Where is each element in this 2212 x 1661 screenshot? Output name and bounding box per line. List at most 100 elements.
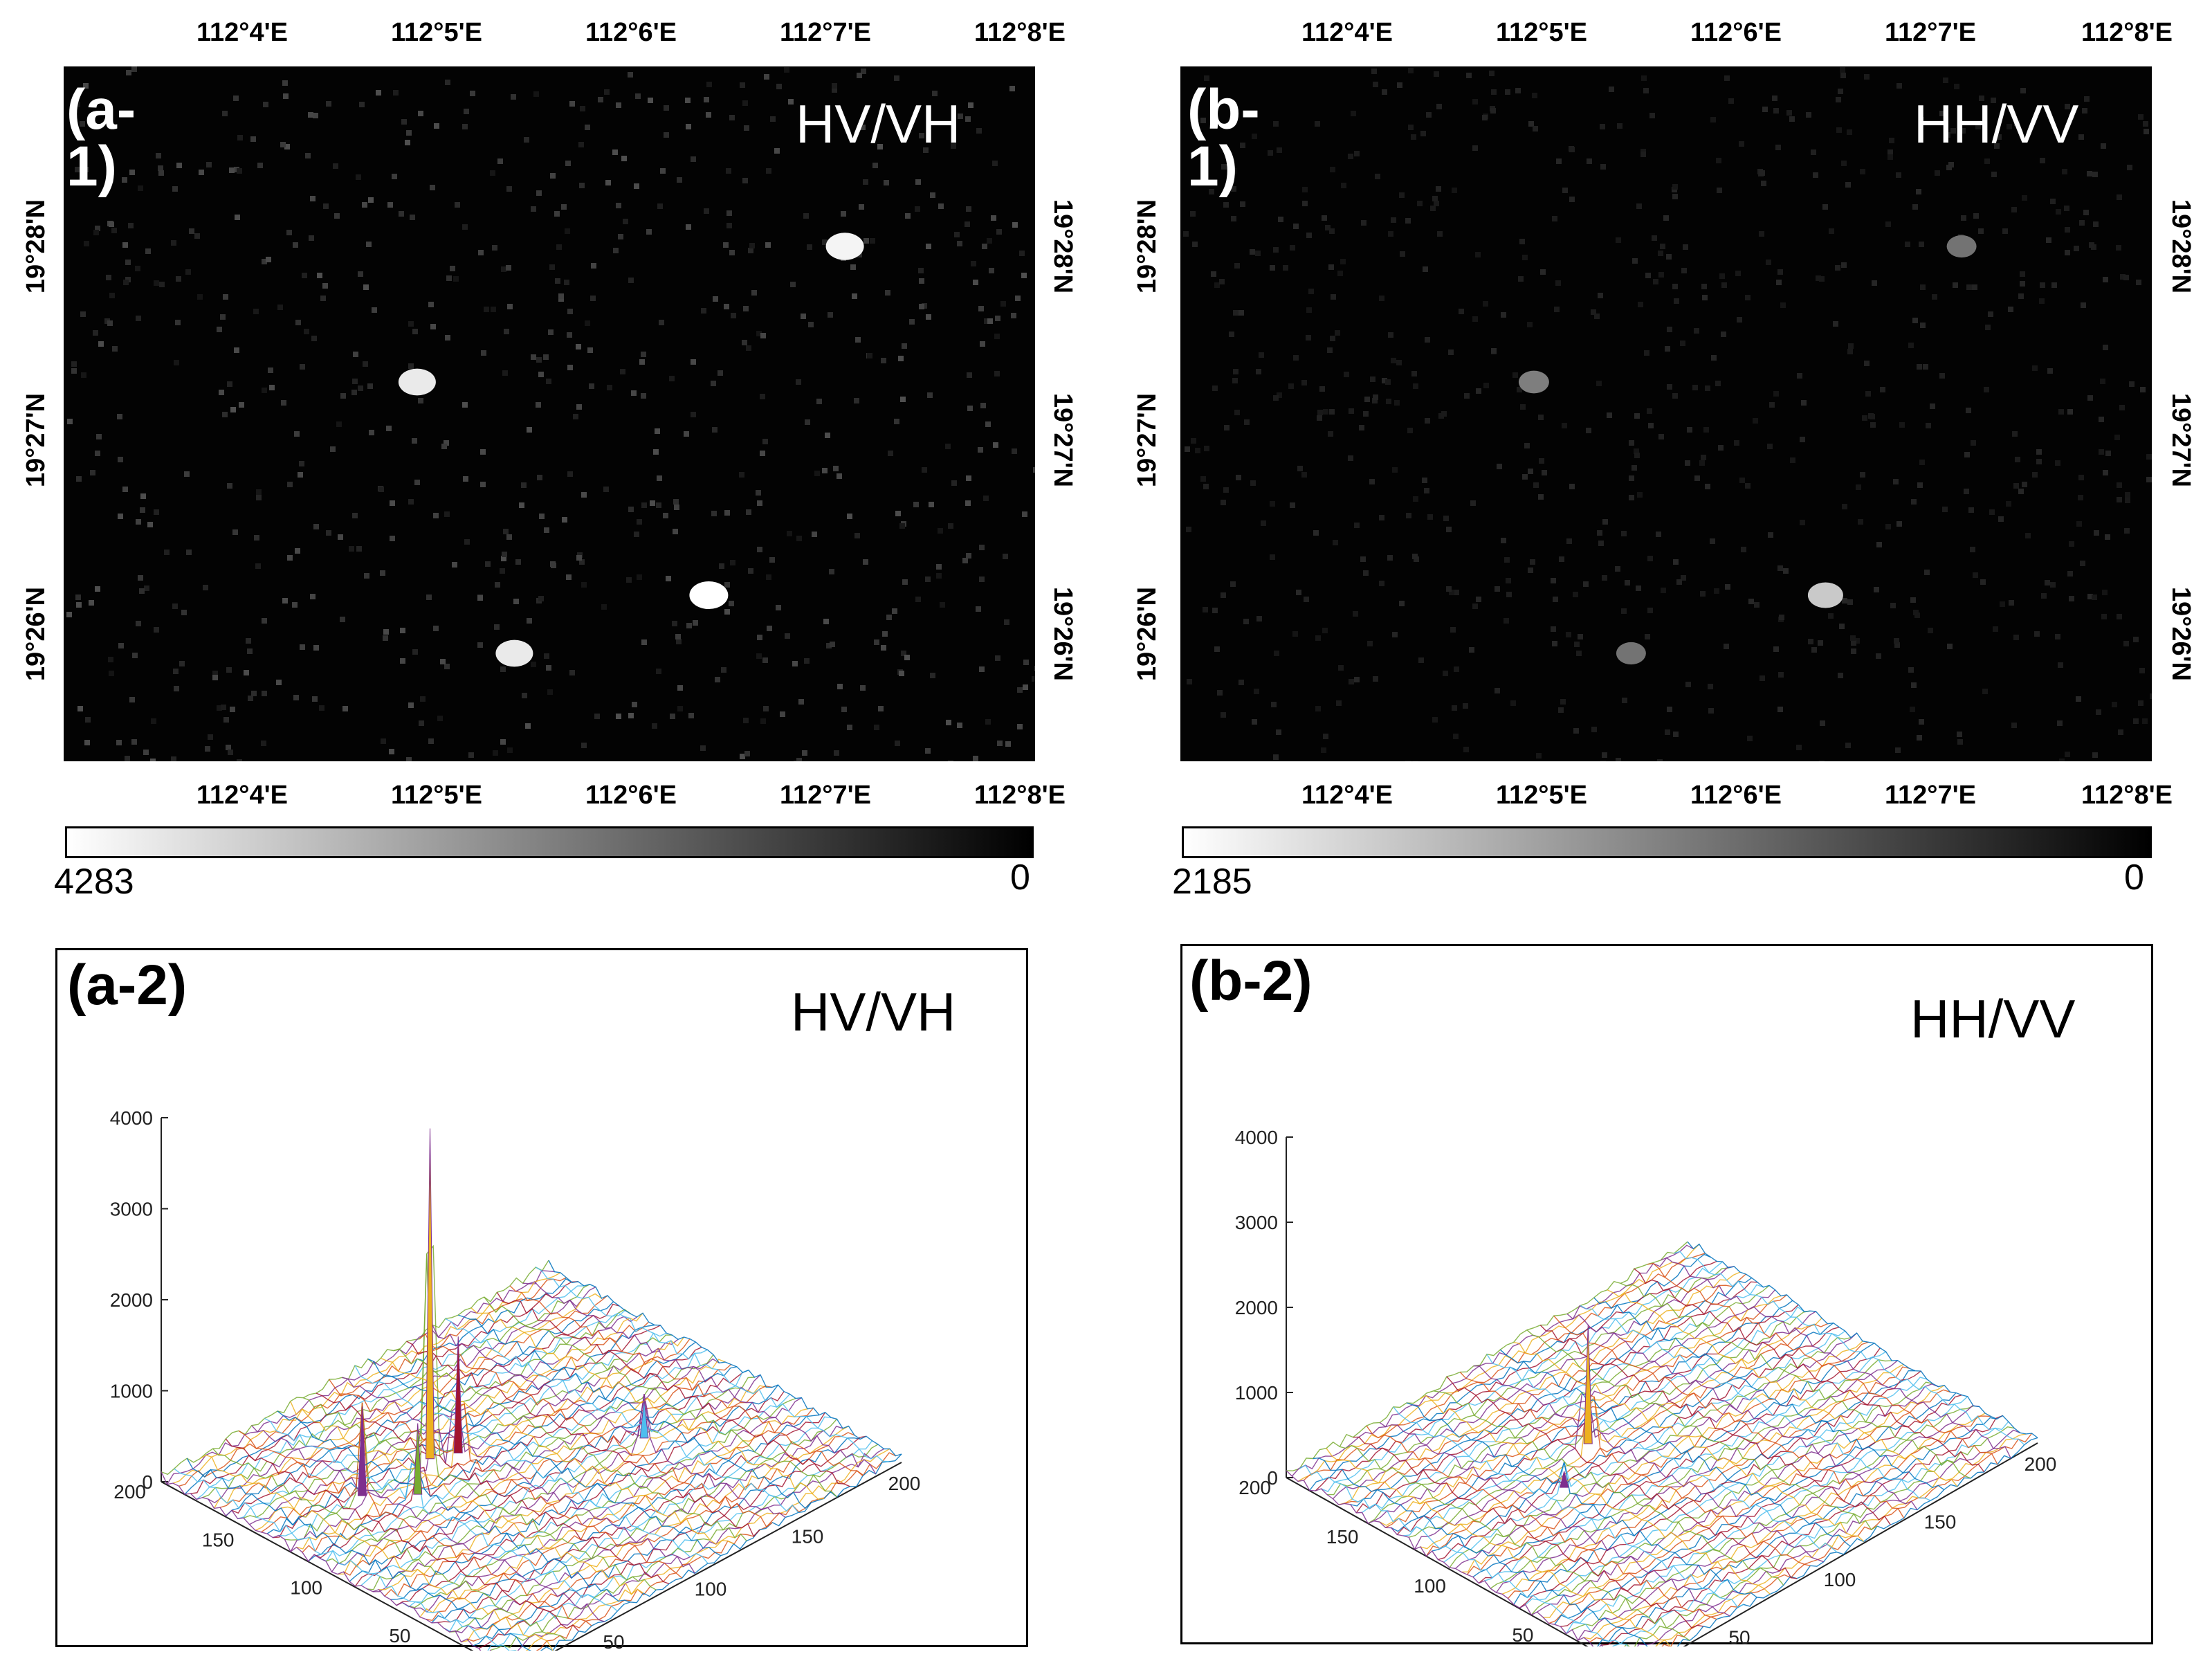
x-tick-top: 112°6'E	[585, 18, 677, 47]
speckle-noise	[1183, 67, 2152, 761]
peak-spike	[453, 1336, 463, 1453]
x-tick-top: 112°8'E	[974, 18, 1066, 47]
x-tick-label: 150	[792, 1525, 824, 1547]
x-tick-bottom: 112°5'E	[390, 781, 483, 810]
y-axis	[161, 1481, 474, 1651]
z-tick-label: 3000	[1235, 1212, 1278, 1233]
colorbar-b1	[1182, 826, 2152, 858]
panel-label-a2: (a-2)	[67, 954, 188, 1017]
y-tick-label: 100	[1414, 1575, 1446, 1597]
z-tick-label: 1000	[1235, 1382, 1278, 1404]
sar-image-hh-vv	[1180, 66, 2152, 761]
y-axis	[1286, 1477, 1589, 1646]
polarization-label-a1: HV/VH	[796, 93, 961, 154]
surface-canvas: 0100020003000400005010015020005010015020…	[1235, 1127, 2057, 1647]
x-tick-label: 200	[2024, 1453, 2057, 1475]
axes	[161, 1118, 902, 1651]
surface-plot-hv-vh: (a-2) HV/VH 0100020003000400005010015020…	[55, 948, 1028, 1651]
surface-canvas: 0100020003000400005010015020005010015020…	[110, 1107, 921, 1651]
x-tick-top: 112°4'E	[1301, 18, 1393, 47]
x-tick-top: 112°6'E	[1690, 18, 1782, 47]
y-tick-label: 200	[113, 1481, 146, 1503]
colorbar-min-label: 0	[1010, 857, 1030, 898]
x-tick-bottom: 112°8'E	[2081, 781, 2173, 810]
x-tick-label: 150	[1924, 1512, 1957, 1533]
polarization-label-a2: HV/VH	[791, 981, 956, 1042]
panel-label-b2: (b-2)	[1189, 950, 1313, 1013]
x-tick-bottom: 112°7'E	[1884, 781, 1977, 810]
image-raster	[1183, 67, 2152, 761]
z-tick-label: 0	[1267, 1467, 1278, 1489]
x-tick-bottom: 112°8'E	[974, 781, 1066, 810]
x-tick-label: 100	[695, 1579, 727, 1600]
panel-label-a1: (a-1)	[66, 78, 136, 198]
bright-target	[825, 233, 864, 260]
y-tick-left: 19°28'N	[1133, 199, 1162, 294]
peak-spike	[1583, 1325, 1593, 1444]
y-tick-left: 19°26'N	[21, 586, 51, 682]
bright-target	[495, 639, 533, 667]
y-tick-right: 19°28'N	[1048, 199, 1077, 294]
sar-image-hv-vh	[64, 66, 1035, 761]
y-tick-right: 19°27'N	[1048, 392, 1077, 488]
x-tick-label: 50	[603, 1631, 624, 1651]
image-raster	[66, 66, 1035, 761]
x-tick-bottom: 112°5'E	[1495, 781, 1588, 810]
x-tick-bottom: 112°6'E	[1690, 781, 1782, 810]
y-tick-label: 50	[1512, 1624, 1533, 1646]
surface-mesh	[1286, 1241, 2038, 1646]
z-tick-label: 0	[142, 1471, 153, 1493]
colorbar-max-label: 2185	[1172, 862, 1252, 902]
bright-target	[1946, 235, 1977, 258]
y-tick-right: 19°28'N	[2166, 199, 2195, 294]
z-tick-label: 1000	[110, 1381, 153, 1402]
z-tick-label: 2000	[110, 1289, 153, 1311]
z-tick-label: 4000	[1235, 1127, 1278, 1148]
x-axis	[1683, 1442, 2038, 1646]
x-tick-top: 112°7'E	[1884, 18, 1977, 47]
y-tick-label: 100	[290, 1577, 322, 1599]
surface-mesh	[161, 1244, 902, 1651]
panel-label-b1: (b-1)	[1187, 78, 1260, 198]
bright-target	[398, 368, 436, 396]
peak-spike	[413, 1423, 423, 1495]
y-tick-right: 19°26'N	[2166, 586, 2195, 682]
z-tick-label: 4000	[110, 1107, 153, 1129]
colorbar-min-label: 0	[2124, 857, 2144, 898]
bright-target	[1518, 370, 1549, 394]
speckle-noise	[66, 66, 1035, 761]
y-tick-left: 19°27'N	[21, 392, 51, 488]
colorbar-max-label: 4283	[54, 862, 134, 902]
y-tick-right: 19°26'N	[1048, 586, 1077, 682]
x-tick-label: 100	[1824, 1569, 1856, 1590]
peak-spike	[1560, 1471, 1569, 1488]
x-tick-label: 200	[888, 1473, 921, 1494]
y-tick-left: 19°28'N	[21, 199, 51, 294]
y-tick-left: 19°26'N	[1133, 586, 1162, 682]
polarization-label-b1: HH/VV	[1914, 93, 2079, 154]
peak-spike	[357, 1406, 367, 1496]
peak-spike	[639, 1399, 649, 1439]
x-tick-bottom: 112°6'E	[585, 781, 677, 810]
y-tick-left: 19°27'N	[1133, 392, 1162, 488]
x-tick-top: 112°5'E	[390, 18, 483, 47]
polarization-label-b2: HH/VV	[1910, 988, 2076, 1049]
colorbar-a1	[65, 826, 1034, 858]
y-tick-label: 200	[1238, 1477, 1271, 1498]
z-tick-label: 2000	[1235, 1297, 1278, 1318]
x-tick-bottom: 112°7'E	[779, 781, 872, 810]
x-tick-top: 112°8'E	[2081, 18, 2173, 47]
bright-target	[1616, 642, 1646, 665]
y-tick-label: 150	[1326, 1526, 1359, 1547]
peak-spike	[425, 1128, 435, 1460]
x-tick-top: 112°7'E	[779, 18, 872, 47]
y-tick-label: 50	[389, 1625, 410, 1646]
bright-target	[689, 581, 729, 609]
x-tick-top: 112°4'E	[196, 18, 289, 47]
surface-plot-hh-vv: (b-2) HH/VV 0100020003000400005010015020…	[1180, 944, 2153, 1647]
x-tick-label: 50	[1728, 1627, 1750, 1647]
x-tick-bottom: 112°4'E	[1301, 781, 1393, 810]
bright-target	[1807, 582, 1843, 608]
x-tick-bottom: 112°4'E	[196, 781, 289, 810]
y-tick-right: 19°27'N	[2166, 392, 2195, 488]
